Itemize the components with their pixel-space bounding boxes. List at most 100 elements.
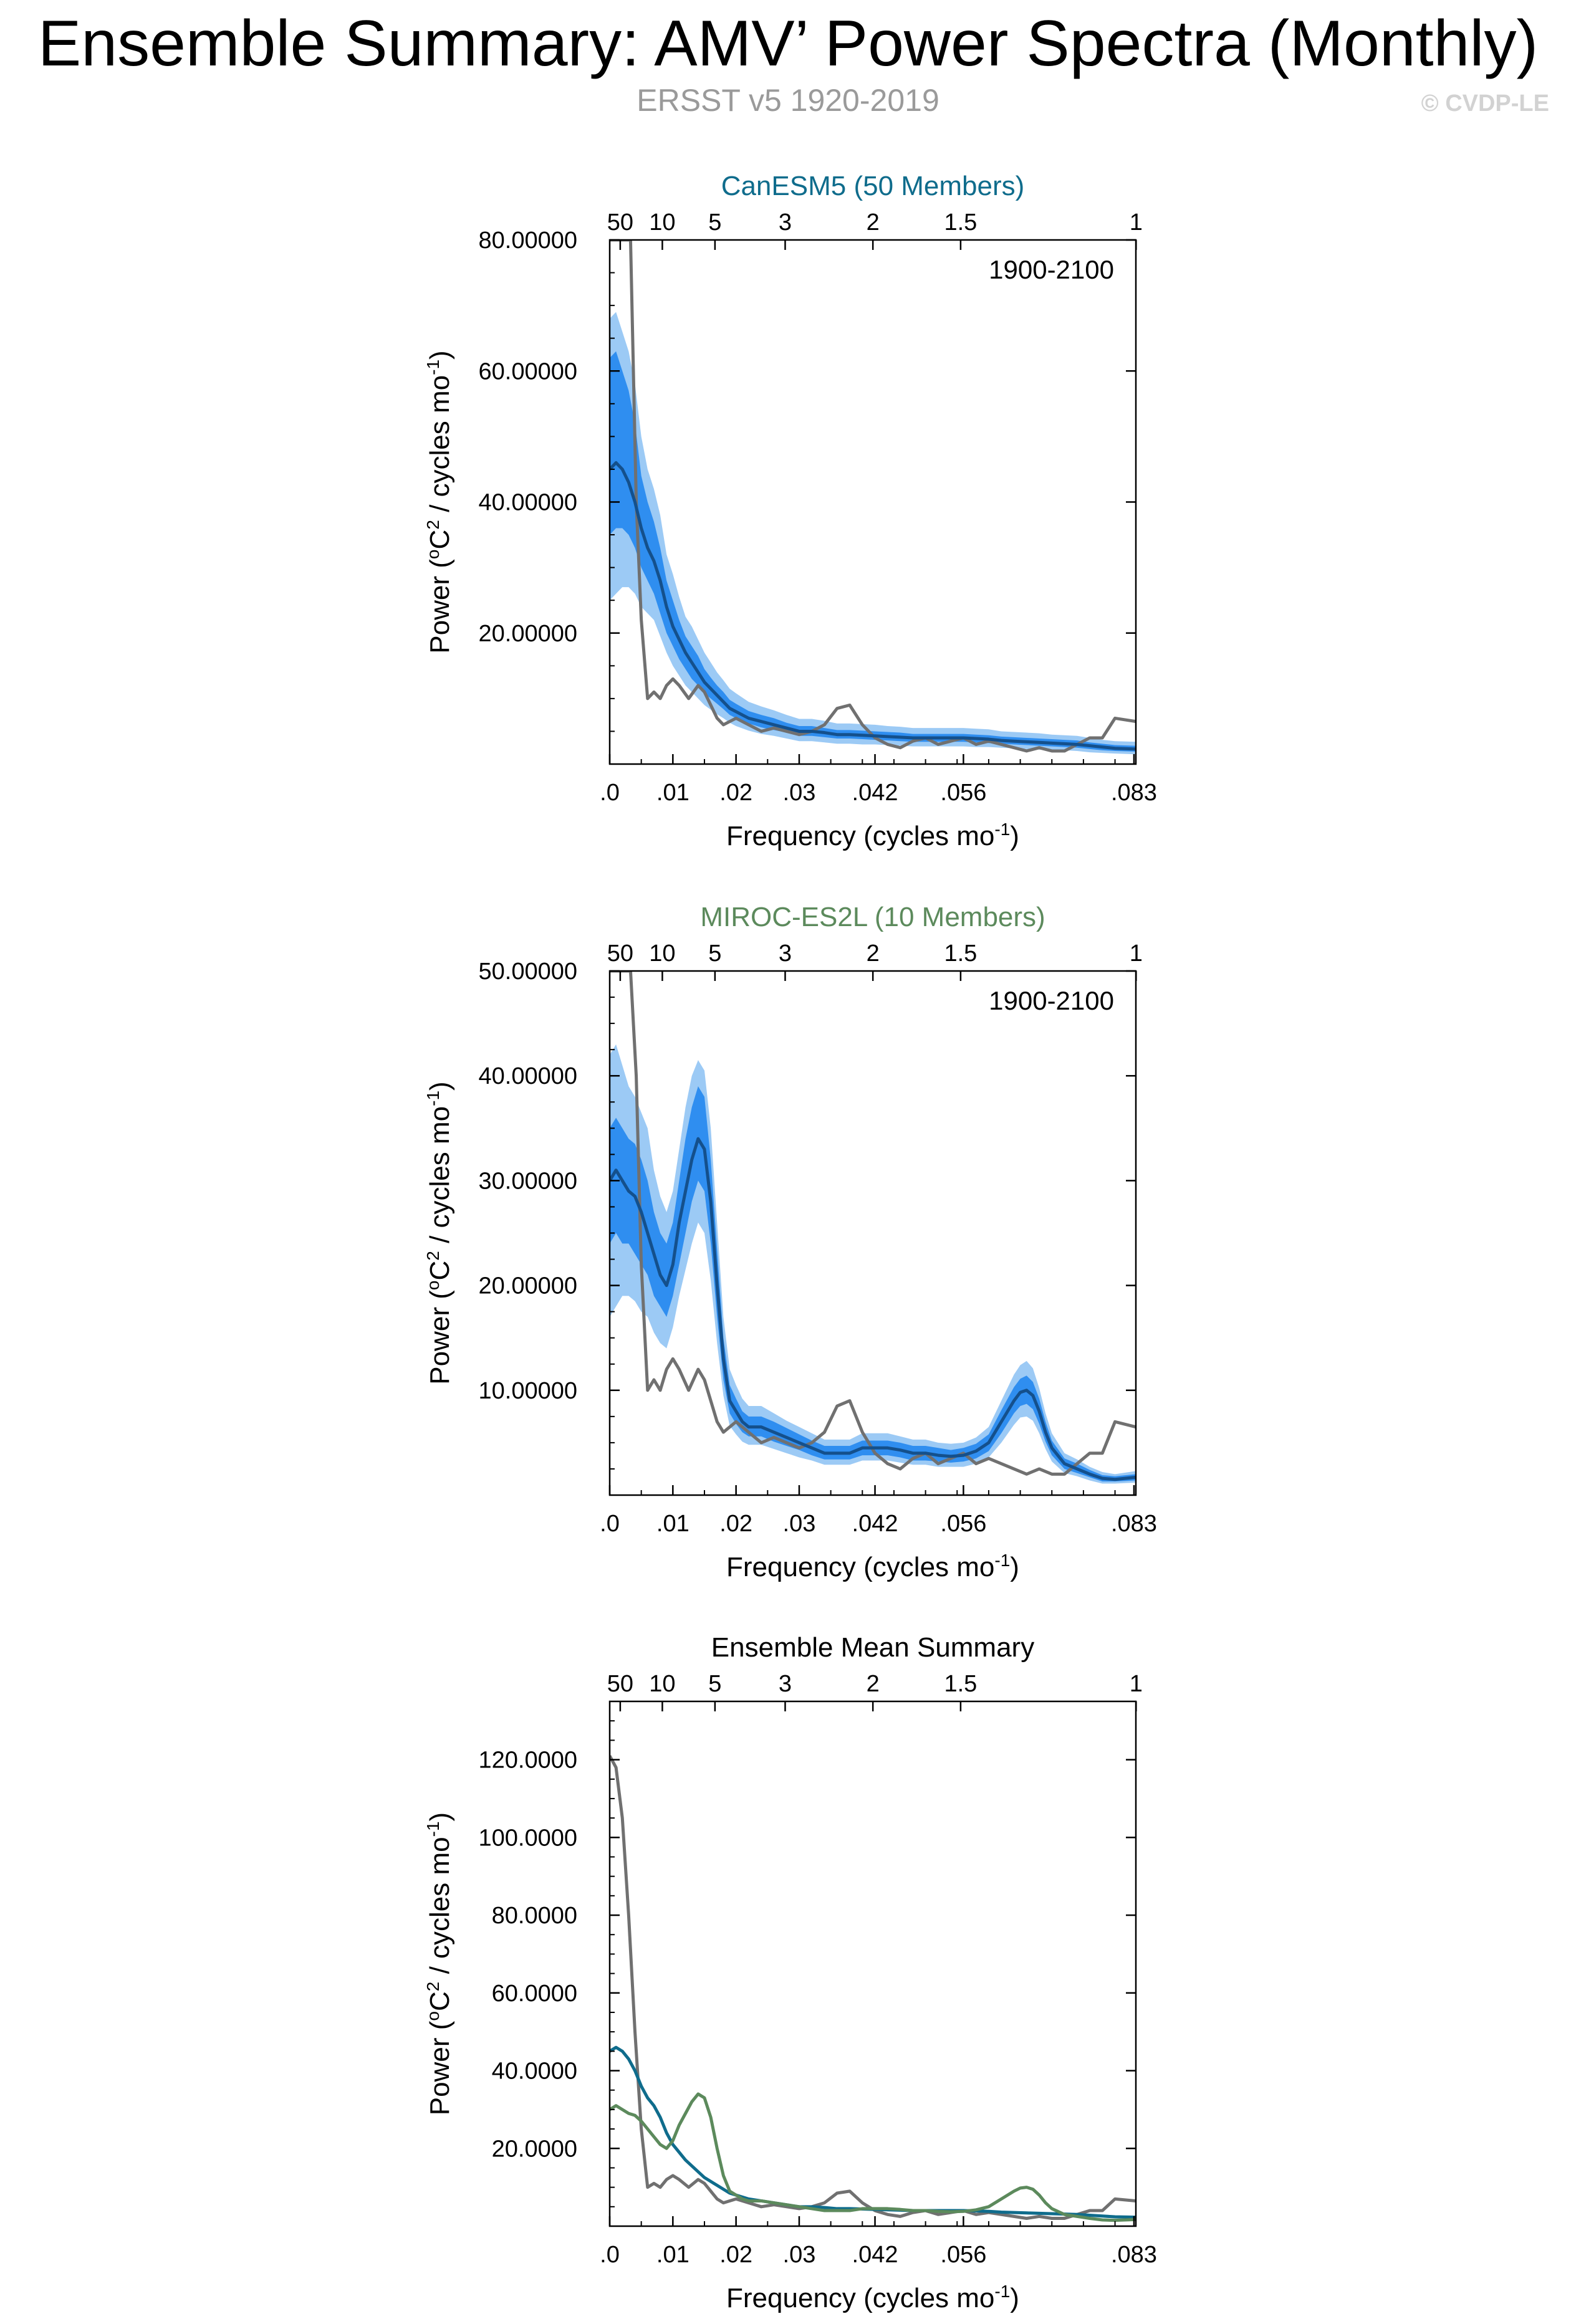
spread-band-inner (610, 1086, 1136, 1482)
y-tick-label: 40.00000 (479, 1063, 578, 1089)
x-tick-label: .01 (656, 1511, 690, 1537)
period-range-label: 1900-2100 (989, 255, 1114, 284)
y-axis-label-part: C (425, 1991, 455, 2011)
x-axis-label-sup: -1 (994, 820, 1010, 839)
y-axis-label: Power (oC2 / cycles mo-1) (423, 1081, 455, 1384)
y-axis-label-part: C (425, 530, 455, 550)
x-tick-label: .056 (940, 780, 986, 806)
x-axis-label-end: ) (1010, 1552, 1019, 1582)
x-axis-label-main: Frequency (cycles mo (726, 1552, 994, 1582)
ensemble-mean-line (610, 1137, 1136, 1481)
panel-title: MIROC-ES2L (10 Members) (700, 902, 1045, 932)
x-tick-label: .083 (1111, 1511, 1157, 1537)
y-axis-label-part: o (423, 550, 443, 560)
y-axis-label-part: Power ( (425, 2020, 455, 2115)
spread-band-outer (610, 1044, 1136, 1484)
period-tick-label: 1 (1130, 209, 1143, 236)
x-tick-label: .02 (719, 1511, 752, 1537)
period-tick-label: 10 (649, 940, 675, 967)
model-mean-line-miroc-es2l (610, 2092, 1136, 2222)
y-tick-label: 10.00000 (479, 1378, 578, 1404)
observed-spectrum-line (610, 240, 1136, 753)
panel-miroc-es2l: .0 .01 .02 .03 .042 .056 .083 50 10 5 3 2 1.5 1 10.000… (423, 902, 1157, 1582)
x-tick-label: .03 (783, 780, 816, 806)
y-axis-label-part: -1 (423, 1821, 443, 1837)
y-axis-label-part: 2 (423, 1982, 443, 1992)
y-tick-label: 20.00000 (479, 621, 578, 647)
y-tick-label: 80.0000 (492, 1903, 577, 1929)
y-axis-label-part: 2 (423, 1251, 443, 1261)
period-tick-label: 1.5 (944, 209, 977, 236)
x-tick-label: .083 (1111, 2242, 1157, 2268)
period-range-label: 1900-2100 (989, 986, 1114, 1015)
plot-data-layer (610, 1755, 1136, 2222)
x-tick-label: .02 (719, 780, 752, 806)
y-tick-label: 80.00000 (479, 227, 578, 254)
x-tick-label: .0 (600, 780, 620, 806)
panel-title: CanESM5 (50 Members) (721, 171, 1025, 201)
y-tick-label: 120.0000 (479, 1748, 578, 1774)
x-tick-label: .042 (852, 780, 898, 806)
period-tick-label: 5 (708, 940, 721, 967)
spread-band-inner (610, 351, 1136, 752)
x-tick-label: .0 (600, 2242, 620, 2268)
y-axis-label-part: ) (425, 1812, 455, 1822)
panel-title: Ensemble Mean Summary (711, 1632, 1034, 1663)
x-tick-label: .01 (656, 2242, 690, 2268)
x-tick-label: .056 (940, 2242, 986, 2268)
x-tick-label: .042 (852, 1511, 898, 1537)
period-tick-label: 10 (649, 209, 675, 236)
period-tick-label: 50 (607, 940, 633, 967)
x-tick-label: .042 (852, 2242, 898, 2268)
x-tick-label: .083 (1111, 780, 1157, 806)
x-tick-label: .03 (783, 1511, 816, 1537)
figure-title: Ensemble Summary: AMV’ Power Spectra (Mo… (38, 7, 1538, 80)
observed-spectrum-line (610, 1755, 1136, 2221)
y-axis-label-part: / cycles mo (425, 1106, 455, 1251)
x-axis-label: Frequency (cycles mo-1) (726, 820, 1019, 851)
x-axis-label-end: ) (1010, 2283, 1019, 2313)
y-axis-label-part: ) (425, 1081, 455, 1091)
y-axis-label-part: 2 (423, 520, 443, 530)
y-axis-label-part: -1 (423, 360, 443, 375)
y-tick-label: 40.00000 (479, 490, 578, 516)
plot-data-layer (610, 240, 1136, 755)
y-tick-label: 100.0000 (479, 1825, 578, 1851)
y-tick-label: 20.00000 (479, 1273, 578, 1299)
y-axis-label-part: Power ( (425, 559, 455, 654)
period-tick-label: 50 (607, 209, 633, 236)
y-tick-label: 50.00000 (479, 959, 578, 985)
y-tick-label: 40.0000 (492, 2059, 577, 2085)
plot-frame (608, 1700, 1137, 2227)
y-axis-label-part: / cycles mo (425, 1837, 455, 1981)
observed-spectrum-line (610, 971, 1136, 1476)
y-axis-label-part: C (425, 1261, 455, 1281)
x-axis-label-main: Frequency (cycles mo (726, 2283, 994, 2313)
period-tick-label: 3 (779, 940, 792, 967)
ensemble-mean-line (610, 461, 1136, 751)
period-tick-label: 3 (779, 1671, 792, 1697)
x-axis-label-sup: -1 (994, 1551, 1010, 1570)
y-tick-label: 60.00000 (479, 358, 578, 385)
y-axis-label: Power (oC2 / cycles mo-1) (423, 1812, 455, 2115)
panel-canesm5: .0 .01 .02 .03 .042 .056 .083 50 10 5 3 2 1.5 1 20.000… (423, 171, 1157, 851)
period-tick-label: 2 (867, 209, 880, 236)
x-axis-label-sup: -1 (994, 2282, 1010, 2301)
x-tick-label: .02 (719, 2242, 752, 2268)
x-tick-label: .01 (656, 780, 690, 806)
x-axis-label: Frequency (cycles mo-1) (726, 1551, 1019, 1582)
period-tick-label: 1.5 (944, 940, 977, 967)
period-tick-label: 2 (867, 1671, 880, 1697)
y-axis-label-part: ) (425, 350, 455, 360)
x-tick-label: .0 (600, 1511, 620, 1537)
x-tick-label: .03 (783, 2242, 816, 2268)
x-axis-label-main: Frequency (cycles mo (726, 821, 994, 851)
credit-label: © CVDP-LE (1421, 90, 1549, 117)
period-tick-label: 5 (708, 1671, 721, 1697)
period-tick-label: 1.5 (944, 1671, 977, 1697)
y-axis-label-part: Power ( (425, 1290, 455, 1385)
y-axis-label-part: -1 (423, 1091, 443, 1106)
x-tick-label: .056 (940, 1511, 986, 1537)
period-tick-label: 2 (867, 940, 880, 967)
